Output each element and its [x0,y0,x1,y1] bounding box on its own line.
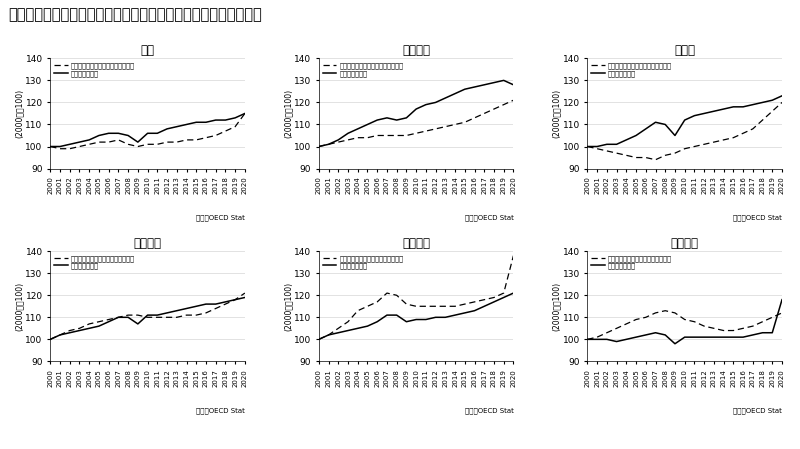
Text: 出典：OECD Stat: 出典：OECD Stat [196,215,245,221]
Y-axis label: (2000年＝100): (2000年＝100) [552,282,561,331]
Text: 国別一人一時間当たりの実質雇用者報酬と物的労働生産性の推移: 国別一人一時間当たりの実質雇用者報酬と物的労働生産性の推移 [8,7,262,22]
Legend: 一人一時間あたりの実質雇用者報酬, 物的労働生産性: 一人一時間あたりの実質雇用者報酬, 物的労働生産性 [54,62,136,77]
Y-axis label: (2000年＝100): (2000年＝100) [552,89,561,138]
Title: ドイツ: ドイツ [674,44,695,57]
Y-axis label: (2000年＝100): (2000年＝100) [283,282,293,331]
Title: フランス: フランス [134,237,162,250]
Y-axis label: (2000年＝100): (2000年＝100) [283,89,293,138]
Text: 出典：OECD Stat: 出典：OECD Stat [733,408,782,414]
Legend: 一人一時間あたりの実質雇用者報酬, 物的労働生産性: 一人一時間あたりの実質雇用者報酬, 物的労働生産性 [590,62,673,77]
Title: イギリス: イギリス [402,237,430,250]
Text: 出典：OECD Stat: 出典：OECD Stat [196,408,245,414]
Legend: 一人一時間あたりの実質雇用者報酬, 物的労働生産性: 一人一時間あたりの実質雇用者報酬, 物的労働生産性 [590,255,673,270]
Legend: 一人一時間あたりの実質雇用者報酬, 物的労働生産性: 一人一時間あたりの実質雇用者報酬, 物的労働生産性 [54,255,136,270]
Y-axis label: (2000年＝100): (2000年＝100) [15,282,24,331]
Legend: 一人一時間あたりの実質雇用者報酬, 物的労働生産性: 一人一時間あたりの実質雇用者報酬, 物的労働生産性 [322,62,404,77]
Title: 日本: 日本 [141,44,154,57]
Title: アメリカ: アメリカ [402,44,430,57]
Y-axis label: (2000年＝100): (2000年＝100) [15,89,24,138]
Legend: 一人一時間あたりの実質雇用者報酬, 物的労働生産性: 一人一時間あたりの実質雇用者報酬, 物的労働生産性 [322,255,404,270]
Title: イタリア: イタリア [670,237,698,250]
Text: 出典：OECD Stat: 出典：OECD Stat [733,215,782,221]
Text: 出典：OECD Stat: 出典：OECD Stat [465,215,514,221]
Text: 出典：OECD Stat: 出典：OECD Stat [465,408,514,414]
